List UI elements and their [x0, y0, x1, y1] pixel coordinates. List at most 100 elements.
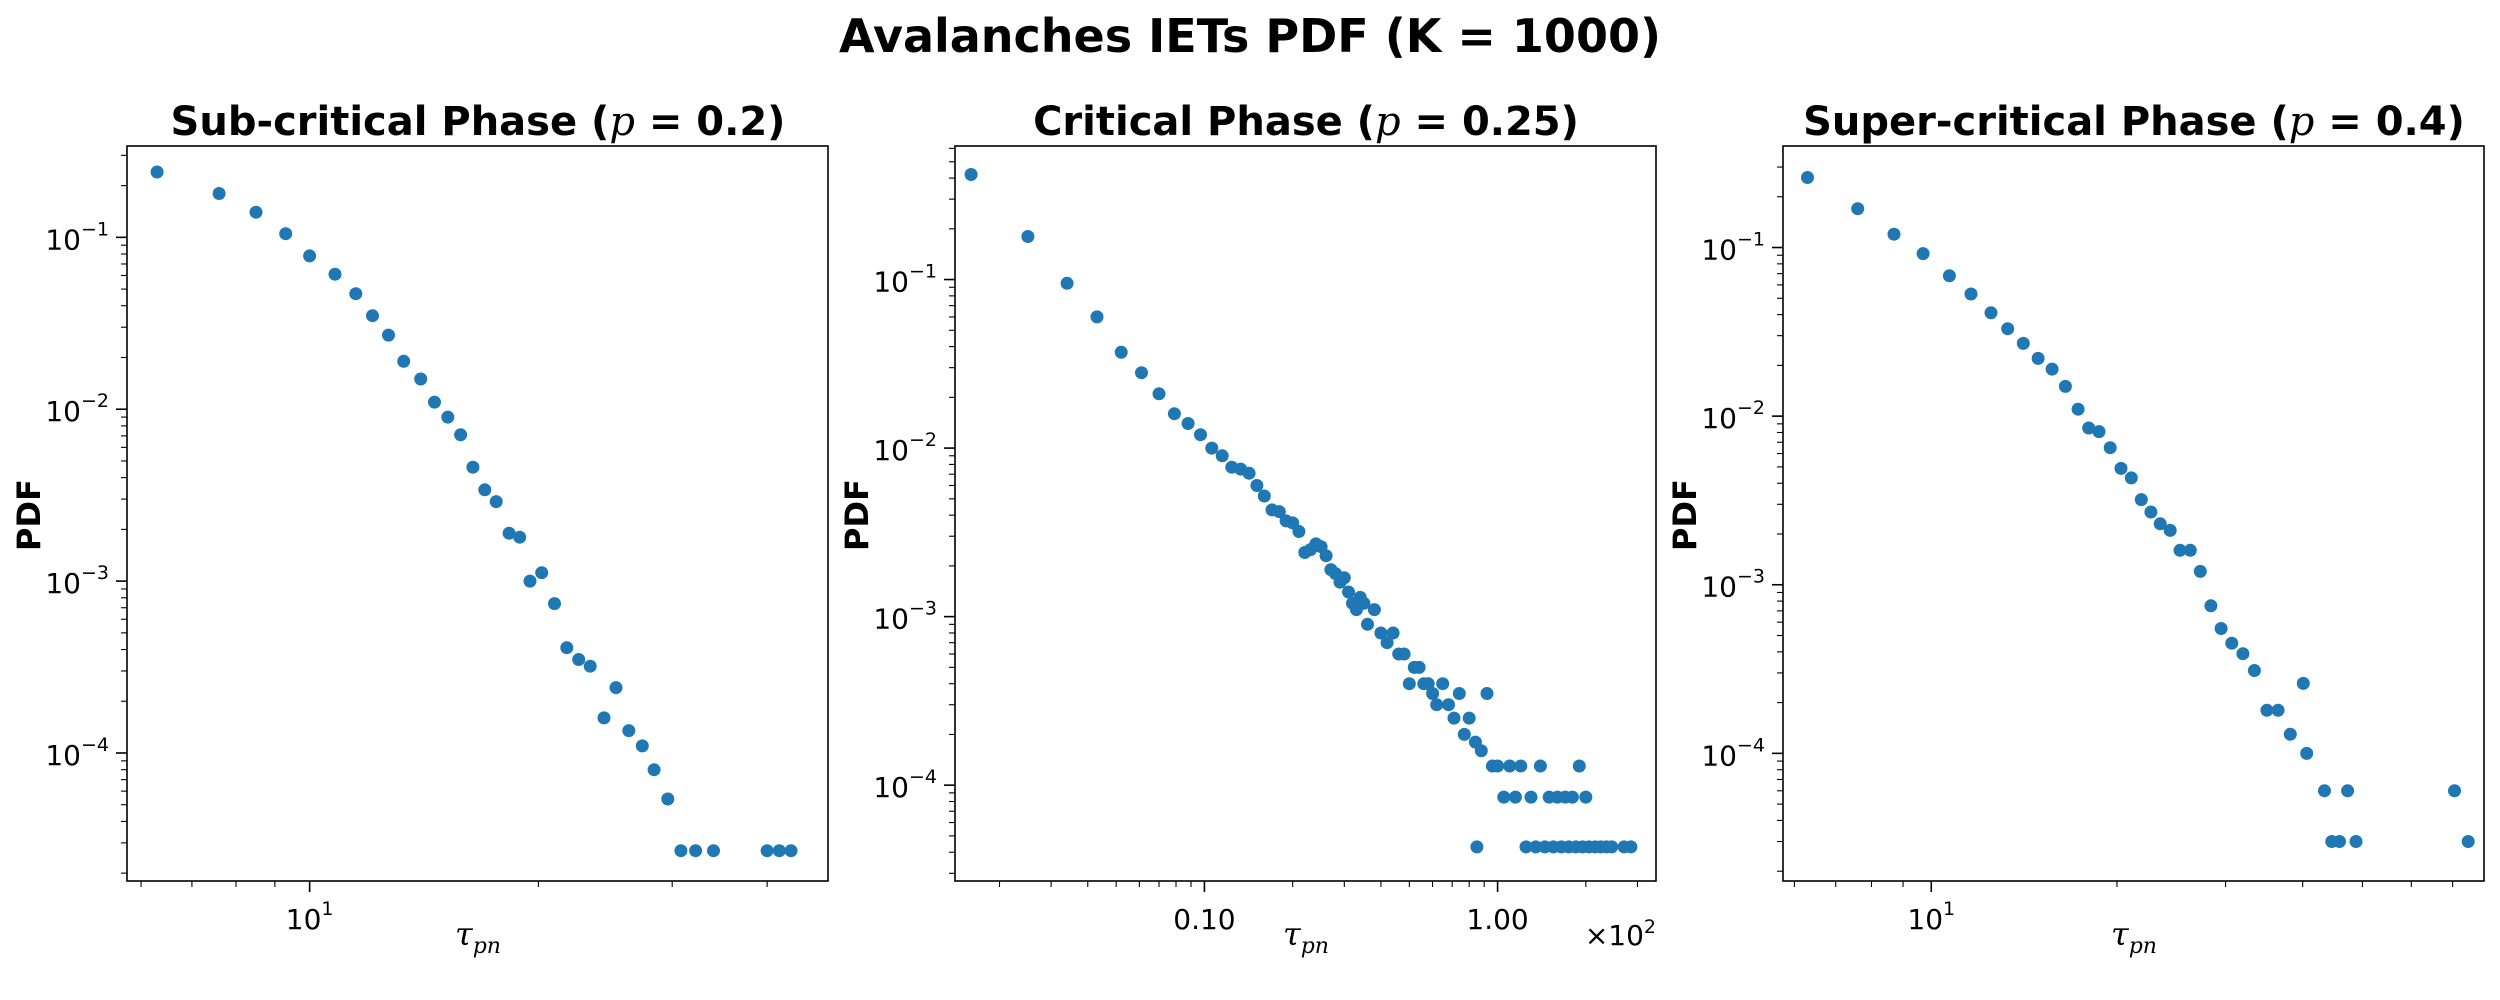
data-point — [1021, 230, 1035, 243]
data-point — [1114, 345, 1128, 359]
data-point — [1533, 759, 1547, 773]
data-point — [466, 460, 480, 474]
data-point — [1519, 840, 1533, 854]
data-point — [1508, 790, 1522, 804]
panel-subcritical: Sub-critical Phase (p = 0.2) 10−1 10−2 10−… — [10, 99, 829, 959]
y-axis-label-critical: PDF — [838, 479, 876, 551]
data-point — [2124, 471, 2138, 485]
data-point — [1152, 387, 1166, 401]
data-point — [1497, 790, 1511, 804]
data-point — [535, 566, 549, 580]
x-tick-label: 0.10 — [1173, 903, 1235, 936]
y-tick-label: 10−1 — [45, 218, 109, 256]
data-point — [964, 168, 978, 181]
data-point — [1579, 790, 1593, 804]
panel-supercritical: Super-critical Phase (p = 0.4) 10−110−21… — [1666, 99, 2485, 959]
data-point — [2114, 461, 2128, 475]
data-point — [2071, 402, 2085, 416]
data-point — [1436, 677, 1450, 691]
data-point — [2333, 835, 2346, 848]
x-axis-label-critical: τpn — [1283, 915, 1329, 959]
data-point — [1397, 647, 1411, 661]
y-tick-label: 10−3 — [1701, 566, 1765, 604]
data-point — [1215, 449, 1229, 463]
data-point — [382, 328, 395, 342]
data-point — [2260, 703, 2274, 717]
data-point — [2448, 784, 2461, 798]
data-point — [2103, 441, 2117, 455]
data-point — [1167, 407, 1181, 421]
data-point — [597, 711, 611, 725]
data-point — [583, 659, 597, 673]
data-point — [572, 653, 586, 666]
data-point — [1503, 759, 1517, 773]
data-point — [2193, 564, 2207, 578]
data-point — [1272, 505, 1286, 519]
data-point — [1524, 790, 1538, 804]
axes-frame — [954, 145, 1657, 882]
data-point — [1250, 479, 1264, 492]
y-tick-label: 10−4 — [1701, 734, 1765, 772]
x-tick-label: 101 — [286, 898, 334, 936]
y-tick-label: 10−1 — [873, 261, 937, 299]
data-point — [328, 267, 342, 281]
data-point — [1135, 366, 1148, 380]
panel-title-supercritical: Super-critical Phase (p = 0.4) — [1803, 99, 2465, 145]
y-axis-label-supercritical: PDF — [1666, 479, 1704, 551]
data-point — [1529, 840, 1543, 854]
data-point — [414, 372, 428, 386]
panel-title-subcritical: Sub-critical Phase (p = 0.2) — [171, 99, 786, 145]
data-point — [2045, 362, 2059, 376]
data-point — [1514, 759, 1528, 773]
data-point — [2153, 517, 2167, 531]
y-tick-label: 10−2 — [1701, 397, 1765, 435]
data-point — [366, 309, 379, 323]
data-point — [1412, 660, 1426, 674]
data-point — [2296, 676, 2310, 690]
data-point — [150, 165, 164, 179]
data-point — [622, 724, 636, 738]
data-point — [2204, 599, 2218, 613]
data-point — [1430, 698, 1444, 712]
data-point — [249, 205, 263, 219]
x-axis-label-supercritical: τpn — [2111, 915, 2157, 959]
data-point — [1361, 617, 1374, 631]
data-point — [428, 395, 441, 409]
axes-supercritical: 10−1 10−2 10−3 10−4 101 — [1701, 145, 2485, 936]
data-point — [707, 844, 720, 858]
data-point — [1257, 489, 1271, 503]
data-point — [2134, 493, 2148, 507]
y-tick-label: 10−3 — [873, 598, 937, 636]
y-tick-label: 10−2 — [45, 390, 109, 428]
data-point — [1386, 626, 1400, 640]
y-tick-label: 10−4 — [45, 734, 109, 772]
data-point — [2341, 784, 2355, 798]
data-point — [2058, 379, 2072, 393]
y-tick-label: 10−3 — [45, 562, 109, 600]
data-point — [441, 410, 455, 424]
data-point — [1402, 677, 1416, 691]
data-point — [2031, 351, 2045, 365]
y-tick-label: 10−4 — [873, 766, 937, 804]
data-point — [1367, 603, 1381, 617]
axes-critical: 10−1 10−2 10−3 10−4 0.10 1.00 — [873, 145, 1657, 936]
data-point — [2092, 425, 2106, 439]
data-point — [2183, 543, 2197, 557]
data-point — [212, 187, 226, 200]
data-point — [1916, 247, 1930, 261]
data-point — [2144, 505, 2158, 519]
data-point — [1942, 269, 1956, 283]
data-point — [2461, 835, 2475, 848]
x-axis-label-subcritical: τpn — [455, 915, 501, 959]
data-point — [2283, 727, 2297, 741]
data-point — [1491, 759, 1505, 773]
data-point — [1194, 428, 1207, 442]
data-point — [1426, 687, 1440, 700]
data-point — [2318, 784, 2331, 798]
data-point — [1319, 549, 1333, 563]
data-point — [560, 641, 574, 655]
data-point — [523, 574, 537, 588]
data-point — [1442, 698, 1455, 712]
data-point — [661, 792, 675, 806]
